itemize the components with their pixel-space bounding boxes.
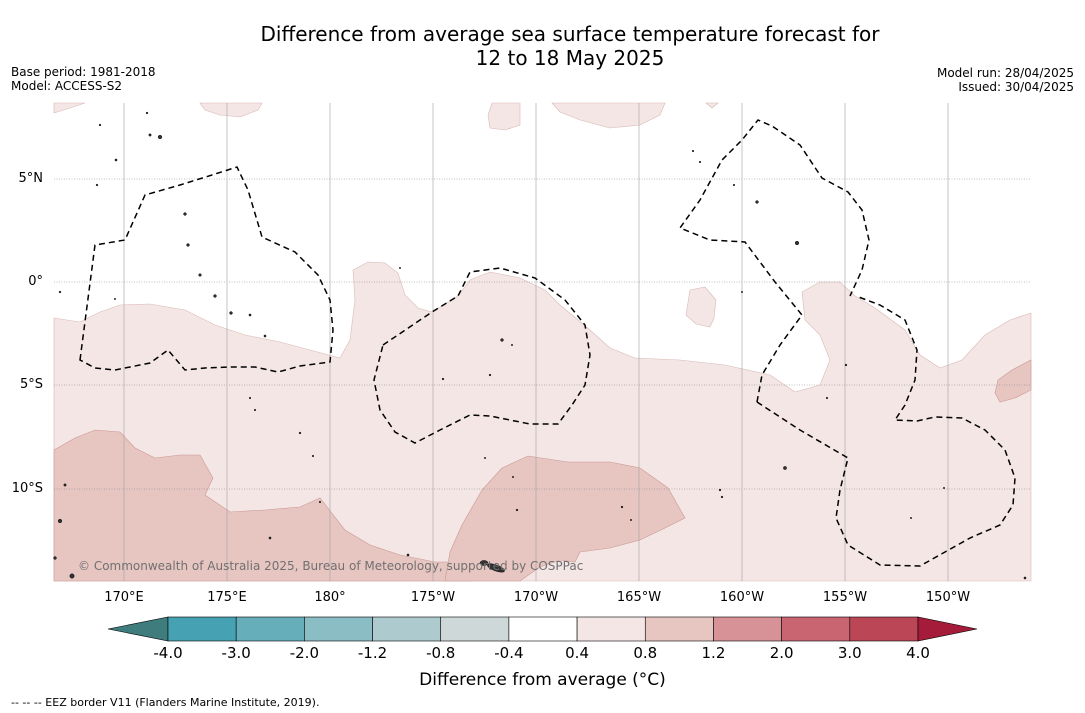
colorbar-tick-label: -3.0: [221, 644, 251, 662]
colorbar-swatch: [372, 616, 442, 642]
top-warm-patch-3: [551, 102, 666, 129]
lon-label-160w: 160°W: [719, 590, 765, 605]
colorbar-tick-label: -4.0: [153, 644, 183, 662]
colorbar-tick-label: 0.8: [633, 644, 658, 662]
lat-label-0: 0°: [28, 274, 43, 289]
colorbar-swatch: [304, 616, 373, 642]
issued-date: Issued: 30/04/2025: [958, 80, 1074, 94]
anomaly-0.8-1.2: [53, 359, 1032, 582]
colorbar-tick-label: 0.4: [565, 644, 589, 662]
copyright-credit: © Commonwealth of Australia 2025, Bureau…: [78, 559, 584, 573]
model-run: Model run: 28/04/2025: [936, 66, 1074, 80]
lon-label-175e: 175°E: [207, 590, 247, 605]
colorbar-swatch: [781, 616, 851, 642]
east-warm-patch: [994, 359, 1032, 403]
eez-kiribati-gilbert: [79, 166, 334, 373]
south-central-warm-region: [444, 455, 686, 582]
title-line-2: 12 to 18 May 2025: [475, 46, 665, 70]
colorbar-swatch: [167, 616, 237, 642]
colorbar-swatch: [644, 616, 714, 642]
colorbar-tick-label: 1.2: [701, 644, 726, 662]
lat-label-5s: 5°S: [19, 377, 43, 392]
colorbar-tick-label: -0.4: [494, 644, 524, 662]
colorbar-tick-label: -2.0: [289, 644, 319, 662]
eez-kiribati-line: [678, 119, 870, 403]
islands: [53, 111, 1027, 580]
lon-label-170w: 170°W: [513, 590, 559, 605]
title-line-1: Difference from average sea surface temp…: [260, 22, 880, 46]
colorbar-tick-label: -1.2: [357, 644, 388, 662]
lon-label-170e: 170°E: [104, 590, 144, 605]
colorbar-tick-label: 3.0: [837, 644, 862, 662]
colorbar: [107, 616, 978, 642]
colorbar-swatch: [576, 616, 646, 642]
eez-kiribati-line-south: [756, 295, 1016, 567]
lon-label-155w: 155°W: [822, 590, 868, 605]
colorbar-tick-label: 4.0: [906, 644, 930, 662]
eez-footnote: -- -- -- EEZ border V11 (Flanders Marine…: [11, 696, 320, 709]
top-warm-patch-1: [199, 102, 263, 118]
run-info: Model run: 28/04/2025 Issued: 30/04/2025: [937, 66, 1074, 94]
lon-label-180: 180°: [314, 590, 346, 605]
lon-label-150w: 150°W: [925, 590, 971, 605]
central-warm-patch: [685, 286, 717, 328]
graticule: [54, 178, 1031, 490]
colorbar-swatch: [440, 616, 510, 642]
colorbar-label: Difference from average (°C): [419, 670, 666, 690]
main-warm-region: [53, 261, 1032, 582]
colorbar-swatch: [508, 616, 578, 642]
map-title: Difference from average sea surface temp…: [0, 22, 1085, 70]
colorbar-under-arrow: [107, 616, 169, 642]
colorbar-swatch: [235, 616, 305, 642]
lon-label-175w: 175°W: [410, 590, 456, 605]
colorbar-swatch: [849, 616, 919, 642]
top-left-warm-patch: [53, 102, 86, 114]
colorbar-tick-label: -0.8: [426, 644, 456, 662]
meridians: [123, 103, 949, 581]
base-period: Base period: 1981-2018: [11, 65, 156, 79]
base-info: Base period: 1981-2018 Model: ACCESS-S2: [11, 65, 156, 93]
lat-label-10s: 10°S: [11, 481, 43, 496]
colorbar-over-arrow: [917, 616, 978, 642]
lat-label-5n: 5°N: [18, 171, 44, 186]
top-warm-patch-2: [487, 102, 521, 131]
lon-label-165w: 165°W: [616, 590, 662, 605]
anomaly-0.4-0.8: [53, 102, 1032, 582]
sst-map: [53, 102, 1032, 582]
colorbar-tick-label: 2.0: [769, 644, 794, 662]
colorbar-swatch: [713, 616, 782, 642]
model-name: Model: ACCESS-S2: [11, 79, 123, 93]
eez-borders: [79, 119, 1016, 567]
top-warm-patch-4: [705, 102, 719, 109]
